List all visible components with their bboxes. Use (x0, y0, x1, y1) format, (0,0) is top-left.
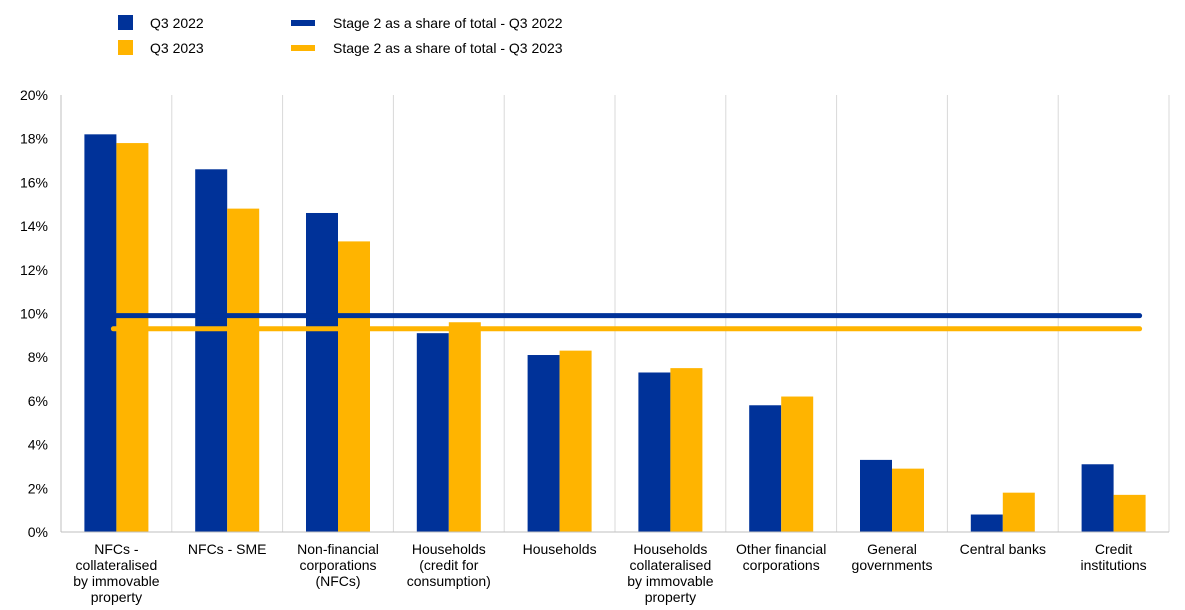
bar-series-1-category-3 (448, 322, 481, 532)
x-category-label-1: NFCs - SME (188, 541, 267, 557)
bar-series-1-category-9 (1113, 494, 1146, 532)
bar-series-1-category-0 (116, 143, 149, 532)
x-category-label-line: property (91, 589, 142, 605)
bar-series-1-category-5 (670, 368, 703, 532)
bar-series-1-category-4 (559, 350, 592, 532)
x-category-label-line: corporations (299, 557, 376, 573)
legend-label-refline-1: Stage 2 as a share of total - Q3 2023 (333, 40, 563, 56)
x-category-label-line: (credit for (419, 557, 478, 573)
x-category-label-line: consumption) (407, 573, 491, 589)
x-category-label-line: Households (412, 541, 486, 557)
x-category-label-line: Households (633, 541, 707, 557)
x-category-label-line: by immovable (627, 573, 714, 589)
bar-series-0-category-2 (306, 212, 338, 533)
x-category-label-8: Central banks (960, 541, 1046, 557)
legend: Q3 2022 Q3 2023 Stage 2 as a share of tota… (118, 15, 563, 56)
bar-series-0-category-3 (416, 333, 449, 532)
x-category-label-4: Households (523, 541, 597, 557)
reference-lines (110, 313, 1143, 332)
x-category-label-5: Households collateralised by immovable prop… (627, 541, 714, 605)
axes (60, 95, 1169, 533)
y-axis-tick-labels: 0% 2% 4% 6% 8% 10% 12% 14% 16% 18% 20% (20, 87, 48, 540)
x-category-label-2: Non-financial corporations (NFCs) (297, 541, 379, 589)
bar-series-0-category-1 (195, 169, 228, 533)
legend-swatch-refline-1 (291, 45, 315, 51)
x-category-label-line: governments (852, 557, 933, 573)
bar-series-1-category-8 (1002, 492, 1035, 532)
y-tick-label: 6% (28, 393, 48, 409)
x-category-label-line: NFCs - SME (188, 541, 267, 557)
bar-series-0-category-6 (749, 405, 782, 532)
y-tick-label: 10% (20, 306, 48, 322)
x-category-label-line: Non-financial (297, 541, 379, 557)
y-tick-label: 0% (28, 524, 48, 540)
legend-label-refline-0: Stage 2 as a share of total - Q3 2022 (333, 15, 563, 31)
y-tick-label: 4% (28, 437, 48, 453)
x-category-label-line: General (867, 541, 917, 557)
bar-series-0-category-0 (84, 134, 117, 532)
x-category-label-line: property (645, 589, 696, 605)
x-category-label-line: Households (523, 541, 597, 557)
x-category-label-9: Credit institutions (1081, 541, 1147, 573)
x-category-label-line: (NFCs) (315, 573, 360, 589)
y-tick-label: 18% (20, 131, 48, 147)
x-category-label-7: General governments (852, 541, 933, 573)
bar-series-1-category-2 (338, 241, 370, 532)
legend-swatch-series-1 (118, 40, 133, 55)
bar-series-0-category-9 (1081, 464, 1114, 532)
x-category-label-line: Other financial (736, 541, 826, 557)
x-category-label-6: Other financial corporations (736, 541, 826, 573)
legend-label-series-1: Q3 2023 (150, 40, 204, 56)
bar-series-0-category-4 (527, 355, 560, 532)
bar-series-1-category-6 (781, 396, 814, 532)
legend-swatch-series-0 (118, 15, 133, 30)
legend-swatch-refline-0 (291, 20, 315, 26)
y-tick-label: 2% (28, 480, 48, 496)
bar-series-0-category-7 (860, 459, 892, 532)
x-category-label-0: NFCs -collateralised by immovable property (73, 541, 160, 605)
legend-label-series-0: Q3 2022 (150, 15, 204, 31)
bar-series-1-category-7 (892, 468, 924, 532)
x-category-label-3: Households (credit for consumption) (407, 541, 491, 589)
y-tick-label: 20% (20, 87, 48, 103)
x-category-label-line: collateralised (630, 557, 712, 573)
x-category-label-line: by immovable (73, 573, 160, 589)
x-category-label-line: NFCs - (94, 541, 139, 557)
y-tick-label: 12% (20, 262, 48, 278)
y-tick-label: 8% (28, 349, 48, 365)
x-category-label-line: institutions (1081, 557, 1147, 573)
x-axis-category-labels: NFCs -collateralised by immovable property… (73, 541, 1146, 605)
bar-series-1-category-1 (227, 208, 260, 532)
x-category-label-line: Central banks (960, 541, 1046, 557)
y-tick-label: 14% (20, 218, 48, 234)
x-category-label-line: corporations (743, 557, 820, 573)
bars (84, 134, 1146, 533)
x-category-label-line: collateralised (76, 557, 158, 573)
x-category-label-line: Credit (1095, 541, 1132, 557)
y-tick-label: 16% (20, 174, 48, 190)
bar-series-0-category-5 (638, 372, 671, 532)
bar-series-0-category-8 (970, 514, 1003, 532)
